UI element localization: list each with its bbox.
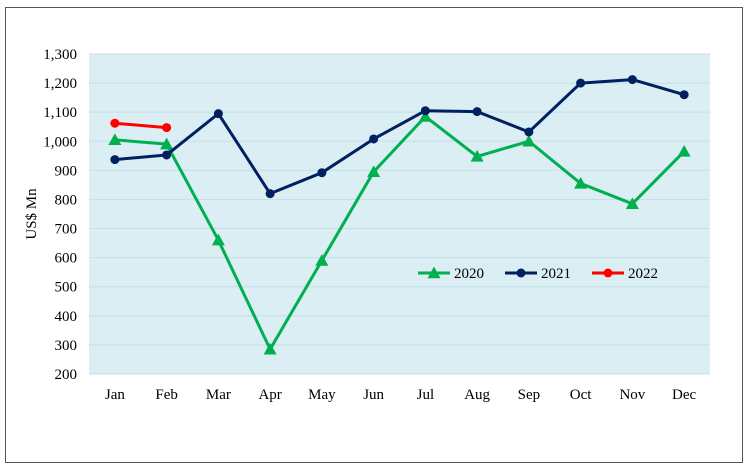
x-tick-label: Mar <box>206 387 231 403</box>
data-point <box>110 155 120 165</box>
x-tick-label: Feb <box>155 387 178 403</box>
data-point <box>576 78 586 88</box>
data-point <box>679 90 689 100</box>
data-point <box>625 197 639 210</box>
series-lines <box>108 75 691 355</box>
data-point <box>108 133 122 146</box>
data-point <box>367 165 381 178</box>
x-tick-label: Jul <box>417 387 435 403</box>
x-tick-label: Sep <box>518 387 541 403</box>
x-axis-ticks: Jan Feb Mar Apr May Jun Jul Aug Sep Oct Nov Dec <box>105 387 697 403</box>
legend-label: 2022 <box>628 266 658 282</box>
data-point <box>522 134 536 147</box>
gridlines <box>89 53 710 375</box>
legend-swatch-marker <box>603 268 613 278</box>
series-line <box>114 78 685 196</box>
y-tick-label: 200 <box>55 367 78 383</box>
data-point <box>627 75 637 85</box>
data-point <box>160 137 174 150</box>
legend-item: 2020 <box>418 266 484 282</box>
x-tick-label: Nov <box>619 387 645 403</box>
data-point <box>470 149 484 162</box>
data-point <box>315 254 329 266</box>
data-point <box>213 109 223 119</box>
series-2021 <box>110 75 689 199</box>
data-point <box>524 127 534 137</box>
data-point <box>110 118 120 128</box>
y-tick-label: 800 <box>55 192 78 208</box>
series-line <box>114 115 686 351</box>
data-point <box>162 150 172 160</box>
x-tick-label: Oct <box>570 387 592 403</box>
x-tick-label: Jun <box>363 387 384 403</box>
data-point <box>162 123 172 133</box>
legend-label: 2021 <box>541 266 571 282</box>
legend-swatch-marker <box>516 268 526 278</box>
x-tick-label: Aug <box>464 387 490 403</box>
data-point <box>418 110 432 122</box>
x-tick-label: May <box>308 387 336 403</box>
y-tick-label: 1,100 <box>43 105 77 121</box>
legend-swatch-marker <box>427 266 441 279</box>
y-tick-label: 700 <box>55 222 78 238</box>
series-line <box>114 121 167 130</box>
x-tick-label: Apr <box>258 387 281 403</box>
legend-item: 2021 <box>505 266 571 282</box>
legend-label: 2020 <box>454 266 484 282</box>
data-point <box>420 106 430 116</box>
y-axis-title: US$ Mn <box>24 188 40 240</box>
series-2022 <box>110 118 172 133</box>
y-tick-label: 900 <box>55 163 78 179</box>
data-point <box>369 134 379 144</box>
y-axis-ticks: 200 300 400 500 600 700 800 900 1,000 1,100 1,200 1… <box>43 47 77 383</box>
y-tick-label: 500 <box>55 280 78 296</box>
y-tick-label: 1,300 <box>43 47 77 63</box>
y-tick-label: 1,200 <box>43 76 77 92</box>
x-tick-label: Jan <box>105 387 125 403</box>
data-point <box>677 144 691 157</box>
data-point <box>211 233 225 246</box>
legend-item: 2022 <box>592 266 658 282</box>
data-point <box>574 176 588 189</box>
series-2020 <box>108 110 691 355</box>
data-point <box>263 342 277 355</box>
x-tick-label: Dec <box>672 387 696 403</box>
plot-area <box>89 54 710 374</box>
legend: 2020 2021 2022 <box>418 266 658 282</box>
y-tick-label: 300 <box>55 338 78 354</box>
data-point <box>265 189 275 199</box>
data-point <box>472 107 482 117</box>
y-tick-label: 600 <box>55 251 78 267</box>
y-tick-label: 400 <box>55 309 78 325</box>
data-point <box>317 168 327 178</box>
y-tick-label: 1,000 <box>43 134 77 150</box>
